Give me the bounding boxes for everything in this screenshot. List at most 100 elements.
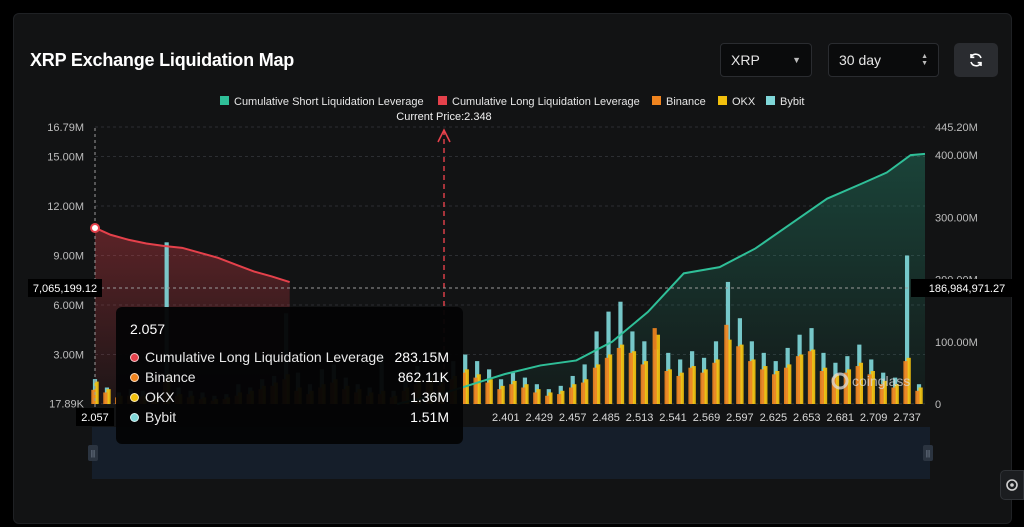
tooltip-value: 1.51M (410, 409, 449, 425)
bar-binance (652, 328, 657, 404)
refresh-button[interactable] (954, 43, 998, 77)
y-right-tick: 300.00M (935, 212, 978, 224)
bar-binance (915, 390, 920, 404)
bar-binance (485, 382, 490, 404)
x-tick-label: 2.457 (559, 412, 587, 424)
tooltip-value: 283.15M (394, 349, 449, 365)
bar-okx (775, 371, 780, 404)
bar-okx (536, 389, 541, 404)
bar-okx (608, 354, 613, 404)
period-select[interactable]: 30 day ▲ ▼ (828, 43, 939, 77)
x-tick-label: 2.541 (659, 412, 687, 424)
bar-okx (560, 390, 565, 404)
page-title: XRP Exchange Liquidation Map (30, 50, 295, 70)
bar-binance (712, 362, 717, 404)
bar-binance (545, 395, 550, 404)
bar-binance (783, 367, 789, 404)
bar-okx (715, 359, 720, 404)
bar-okx (679, 372, 684, 404)
bar-binance (557, 394, 562, 404)
tooltip-label: OKX (145, 389, 175, 405)
current-price-arrow-icon (437, 128, 451, 143)
bar-okx (667, 369, 672, 404)
crosshair-x-badge (76, 408, 114, 426)
current-price-label: Current Price:2.348 (396, 111, 491, 123)
settings-side-button[interactable] (1000, 470, 1024, 500)
bar-binance (616, 347, 621, 404)
bar-okx (106, 389, 111, 404)
y-right-tick: 0 (935, 399, 941, 411)
x-tick-label: 2.709 (860, 412, 888, 424)
bar-okx (488, 379, 493, 404)
x-tick-label: 2.513 (626, 412, 654, 424)
bar-okx (799, 354, 804, 404)
x-tick-label: 2.401 (492, 412, 520, 424)
bar-bybit (904, 255, 910, 404)
legend-label-long: Cumulative Long Liquidation Leverage (452, 96, 640, 108)
bar-okx (584, 379, 589, 404)
bar-okx (906, 357, 911, 404)
crosshair-right-badge (911, 279, 1024, 297)
bar-okx (858, 362, 864, 404)
bar-binance (509, 384, 514, 404)
coin-select-value: XRP (731, 52, 760, 68)
bar-binance (772, 374, 777, 404)
bar-binance (568, 387, 574, 404)
bar-binance (819, 371, 824, 404)
bar-binance (891, 387, 896, 404)
legend-swatch-short (220, 96, 229, 105)
bar-binance (903, 361, 908, 404)
tooltip-value: 862.11K (397, 369, 449, 385)
bar-okx (500, 385, 505, 404)
watermark: coinglass (831, 372, 910, 390)
bar-binance (592, 367, 598, 404)
tooltip-row-long: Cumulative Long Liquidation Leverage 283… (130, 347, 449, 367)
tooltip-dot-long (130, 352, 139, 362)
bar-okx (882, 380, 887, 404)
bar-okx (476, 374, 481, 404)
bar-binance (736, 346, 741, 404)
bar-binance (748, 361, 753, 404)
crosshair-right-label: 186,984,971.27 (929, 283, 1005, 295)
bar-binance (867, 374, 872, 404)
bar-binance (103, 392, 108, 404)
bar-binance (760, 369, 765, 404)
tooltip-label: Cumulative Long Liquidation Leverage (145, 349, 384, 365)
x-tick-label: 2.485 (592, 412, 620, 424)
bar-okx (524, 384, 529, 404)
bar-okx (631, 351, 637, 404)
bar-binance (795, 356, 801, 404)
legend-swatch-binance (652, 96, 661, 105)
bar-binance (640, 364, 645, 404)
y-right-tick: 445.20M (935, 122, 978, 134)
bar-okx (655, 334, 660, 404)
range-handle-left[interactable] (88, 445, 98, 461)
bar-okx (596, 364, 601, 404)
tooltip-row-okx: OKX 1.36M (130, 387, 449, 407)
y-axis-left: 17.89K 3.00M 6.00M 9.00M 12.00M 15.00M 16.79M (47, 122, 84, 411)
watermark-text: coinglass (852, 373, 910, 389)
bar-okx (691, 366, 696, 404)
bar-binance (91, 389, 96, 404)
y-right-tick: 100.00M (935, 337, 978, 349)
bar-okx (619, 344, 625, 404)
refresh-icon (970, 53, 982, 67)
bar-okx (643, 361, 649, 404)
bar-binance (580, 382, 586, 404)
legend-label-okx: OKX (732, 96, 756, 108)
coin-select[interactable]: XRP ▼ (720, 43, 812, 77)
bar-okx (763, 366, 768, 404)
bar-okx (918, 387, 923, 404)
range-handle-right[interactable] (923, 445, 933, 461)
caret-down-icon: ▼ (792, 55, 801, 65)
legend-label-binance: Binance (666, 96, 706, 108)
y-left-tick: 3.00M (53, 350, 84, 362)
watermark-logo-icon (831, 372, 849, 390)
bar-binance (604, 357, 610, 404)
bar-okx (94, 381, 99, 404)
tooltip-dot-okx (130, 392, 139, 402)
short-cumulative-line (396, 152, 926, 405)
long-cumulative-line (94, 226, 290, 284)
tooltip-dot-binance (130, 372, 139, 382)
